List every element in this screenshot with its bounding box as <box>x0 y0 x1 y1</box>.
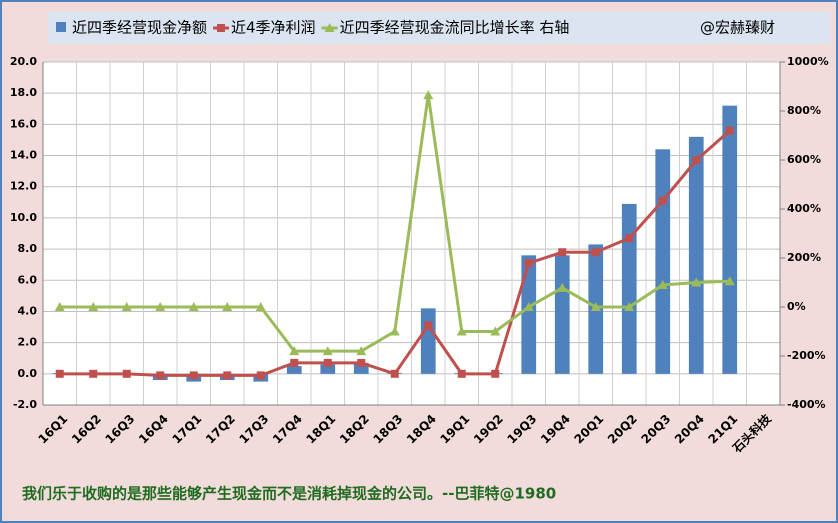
y2-tick-label: 400% <box>787 202 821 215</box>
marker <box>624 302 635 311</box>
marker <box>289 346 300 356</box>
y2-tick-label: 600% <box>787 153 821 166</box>
marker <box>121 302 132 311</box>
bar <box>621 203 637 374</box>
marker <box>122 369 131 378</box>
marker <box>155 302 166 311</box>
marker <box>54 302 65 311</box>
marker <box>724 276 735 286</box>
y-tick-label: 10.0 <box>10 211 37 224</box>
y2-tick-label: 0% <box>787 300 806 313</box>
y-tick-label: 14.0 <box>10 149 37 162</box>
bar <box>722 105 738 374</box>
marker <box>256 371 265 380</box>
y-tick-label: 4.0 <box>18 304 38 317</box>
marker <box>89 369 98 378</box>
annotation: 我们乐于收购的是那些能够产生现金而不是消耗掉现金的公司。--巴菲特@1980 <box>22 485 556 503</box>
y-tick-label: 8.0 <box>18 242 38 255</box>
y2-tick-label: 1000% <box>787 55 829 68</box>
watermark: @宏赫臻财 <box>700 19 775 37</box>
legend-label: 近四季经营现金流同比增长率 右轴 <box>340 19 570 37</box>
y-tick-label: 20.0 <box>10 55 37 68</box>
marker <box>357 358 366 367</box>
marker <box>423 90 434 100</box>
bar <box>420 308 436 374</box>
marker <box>523 302 534 311</box>
bar <box>320 364 336 374</box>
y-tick-label: 0.0 <box>18 367 38 380</box>
marker <box>389 326 400 336</box>
marker <box>290 358 299 367</box>
marker <box>524 259 533 268</box>
marker <box>657 279 668 289</box>
marker <box>223 371 232 380</box>
marker <box>456 326 467 336</box>
y-tick-label: -2.0 <box>13 398 37 411</box>
marker <box>255 302 266 311</box>
marker <box>692 156 701 165</box>
marker <box>189 371 198 380</box>
marker <box>558 248 567 257</box>
marker <box>88 302 99 311</box>
marker <box>322 346 333 356</box>
legend-label: 近四季经营现金净额 <box>72 19 207 37</box>
marker <box>156 371 165 380</box>
marker <box>591 248 600 257</box>
marker <box>323 358 332 367</box>
marker <box>490 326 501 336</box>
y2-tick-label: -400% <box>787 398 826 411</box>
legend-box <box>48 12 830 44</box>
y-tick-label: 18.0 <box>10 86 37 99</box>
bar <box>554 255 570 374</box>
y2-tick-label: 200% <box>787 251 821 264</box>
bar <box>688 136 704 374</box>
legend-marker <box>217 24 226 32</box>
marker <box>424 321 433 330</box>
legend-swatch <box>56 22 66 32</box>
y-tick-label: 16.0 <box>10 117 37 130</box>
marker <box>625 234 634 243</box>
marker <box>390 369 399 378</box>
bar <box>286 366 302 374</box>
y2-tick-label: 800% <box>787 104 821 117</box>
bar <box>655 149 671 374</box>
marker <box>557 282 568 292</box>
marker <box>491 369 500 378</box>
marker <box>356 346 367 356</box>
legend-label: 近4季净利润 <box>231 19 316 37</box>
marker <box>55 369 64 378</box>
marker <box>457 369 466 378</box>
bar <box>521 255 537 374</box>
marker <box>691 277 702 287</box>
y2-tick-label: -200% <box>787 349 826 362</box>
legend-marker <box>324 23 335 32</box>
y-tick-label: 6.0 <box>18 273 38 286</box>
marker <box>658 196 667 205</box>
marker <box>725 126 734 135</box>
y-tick-label: 2.0 <box>18 336 38 349</box>
bar <box>353 362 369 374</box>
y-tick-label: 12.0 <box>10 180 37 193</box>
marker <box>590 302 601 311</box>
marker <box>188 302 199 311</box>
marker <box>222 302 233 311</box>
